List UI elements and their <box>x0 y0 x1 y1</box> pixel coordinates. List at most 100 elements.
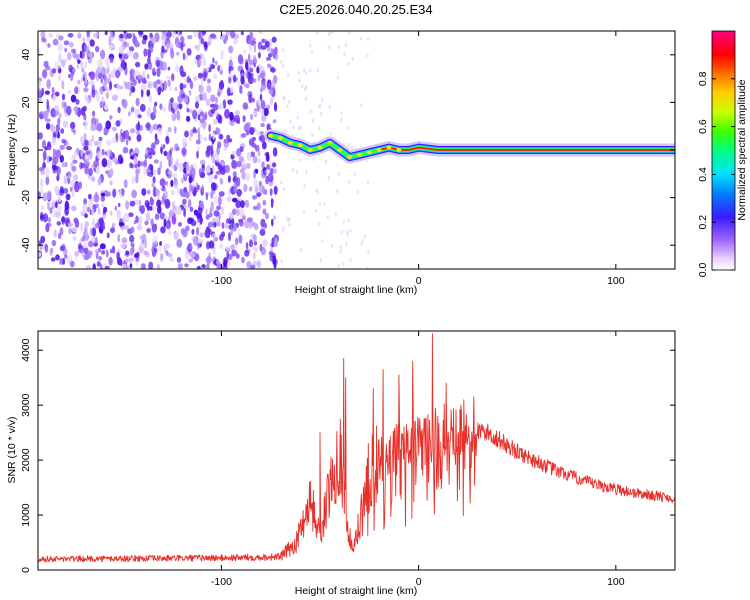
noise-speckle <box>224 164 231 174</box>
noise-speckle <box>218 81 225 90</box>
noise-speckle <box>267 172 274 183</box>
noise-speckle <box>366 53 369 58</box>
noise-speckle <box>195 95 201 103</box>
noise-speckle <box>318 126 321 131</box>
noise-speckle <box>85 99 91 105</box>
noise-speckle <box>61 80 65 90</box>
noise-speckle <box>210 201 214 211</box>
noise-speckle <box>68 64 73 73</box>
noise-speckle <box>174 126 177 134</box>
noise-speckle <box>67 52 72 61</box>
noise-speckle <box>286 104 289 109</box>
noise-speckle <box>93 160 100 168</box>
noise-speckle <box>226 87 232 97</box>
noise-speckle <box>135 123 140 131</box>
noise-speckle <box>260 218 266 227</box>
noise-speckle <box>197 72 203 79</box>
noise-speckle <box>104 79 108 84</box>
noise-speckle <box>130 128 136 134</box>
noise-speckle <box>192 109 198 120</box>
noise-speckle <box>184 130 189 138</box>
noise-speckle <box>45 223 50 233</box>
noise-speckle <box>99 86 104 95</box>
noise-speckle <box>59 186 64 194</box>
noise-speckle <box>145 48 152 56</box>
noise-speckle <box>199 232 204 238</box>
noise-speckle <box>65 193 71 201</box>
noise-speckle <box>62 257 66 265</box>
noise-speckle <box>216 141 222 149</box>
noise-speckle <box>145 122 151 131</box>
noise-speckle <box>79 210 83 217</box>
noise-speckle <box>251 195 258 200</box>
noise-speckle <box>246 217 253 223</box>
noise-speckle <box>287 73 290 77</box>
noise-speckle <box>50 257 56 262</box>
noise-speckle <box>363 234 367 239</box>
noise-speckle <box>135 61 141 68</box>
noise-speckle <box>215 127 221 135</box>
noise-speckle <box>213 73 218 79</box>
noise-speckle <box>252 234 257 243</box>
noise-speckle <box>165 250 169 256</box>
noise-speckle <box>152 251 156 258</box>
noise-speckle <box>77 32 82 39</box>
noise-speckle <box>154 101 158 107</box>
noise-speckle <box>88 200 94 208</box>
noise-speckle <box>88 167 93 176</box>
noise-speckle <box>170 179 174 187</box>
noise-speckle <box>259 66 265 72</box>
noise-speckle <box>125 139 129 146</box>
noise-speckle <box>212 132 215 140</box>
noise-speckle <box>125 200 130 210</box>
noise-speckle <box>60 128 65 134</box>
noise-speckle <box>88 52 93 59</box>
noise-speckle <box>95 203 99 209</box>
noise-speckle <box>41 111 46 116</box>
noise-speckle <box>224 108 230 119</box>
noise-speckle <box>59 144 65 150</box>
noise-speckle <box>96 92 100 102</box>
noise-speckle <box>109 180 113 186</box>
noise-speckle <box>41 37 47 43</box>
noise-speckle <box>288 223 291 227</box>
noise-speckle <box>213 174 218 180</box>
noise-speckle <box>83 255 90 261</box>
noise-speckle <box>119 259 123 267</box>
noise-speckle <box>187 35 193 40</box>
noise-speckle <box>84 231 89 242</box>
noise-speckle <box>155 59 160 68</box>
noise-speckle <box>46 79 51 90</box>
noise-speckle <box>177 31 180 40</box>
noise-speckle <box>130 226 135 234</box>
noise-speckle <box>163 190 169 200</box>
noise-speckle <box>134 163 138 169</box>
noise-speckle <box>53 229 57 238</box>
colorbar-tick-label: 0.4 <box>697 167 709 182</box>
noise-speckle <box>266 82 272 90</box>
noise-speckle <box>196 150 199 159</box>
noise-speckle <box>64 200 70 211</box>
noise-speckle <box>303 184 306 188</box>
noise-speckle <box>235 200 242 208</box>
noise-speckle <box>311 118 315 123</box>
noise-speckle <box>255 169 258 174</box>
noise-speckle <box>200 77 204 85</box>
noise-speckle <box>153 159 159 164</box>
noise-speckle <box>195 44 201 52</box>
noise-speckle <box>41 87 45 96</box>
noise-speckle <box>42 139 46 149</box>
noise-speckle <box>106 148 111 158</box>
noise-speckle <box>321 98 324 103</box>
noise-speckle <box>228 232 231 242</box>
noise-speckle <box>108 36 112 46</box>
noise-speckle <box>141 239 145 245</box>
noise-speckle <box>152 105 157 115</box>
noise-speckle <box>157 86 162 93</box>
noise-speckle <box>174 143 179 152</box>
noise-speckle <box>205 168 211 174</box>
noise-speckle <box>123 179 128 189</box>
spectrogram-y-tick-label: 0 <box>20 147 32 153</box>
noise-speckle <box>123 212 130 223</box>
noise-speckle <box>241 133 247 138</box>
